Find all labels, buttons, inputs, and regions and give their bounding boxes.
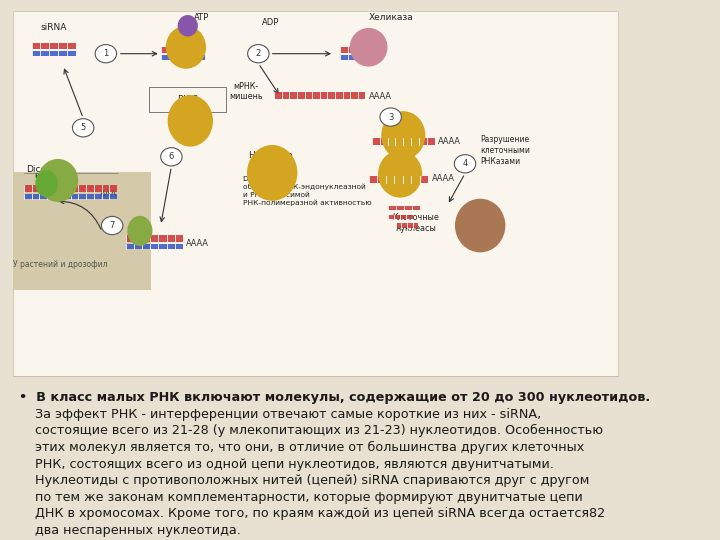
Text: Нуклеотиды с противоположных нитей (цепей) siRNA спариваются друг с другом: Нуклеотиды с противоположных нитей (цепе…: [19, 474, 589, 487]
Text: P: P: [34, 173, 39, 179]
Text: Dicer
обладает РНК-эндонуклеазной
и РНК-зависимой
РНК-полимеразной активностью: Dicer обладает РНК-эндонуклеазной и РНК-…: [243, 176, 372, 206]
Text: 6: 6: [168, 152, 174, 161]
Circle shape: [102, 217, 123, 235]
Bar: [387, 206, 420, 211]
Bar: [24, 185, 117, 192]
Circle shape: [380, 108, 401, 126]
Text: АDP: АDP: [262, 18, 279, 27]
Text: siRNA: siRNA: [41, 23, 68, 32]
FancyBboxPatch shape: [13, 172, 151, 290]
Ellipse shape: [350, 28, 387, 66]
Ellipse shape: [166, 26, 206, 69]
Text: ДНК в хромосомах. Кроме того, по краям каждой из цепей siRNA всегда остается82: ДНК в хромосомах. Кроме того, по краям к…: [19, 508, 605, 521]
Text: Разрушение
клеточными
РНКазами: Разрушение клеточными РНКазами: [480, 135, 530, 166]
Bar: [161, 55, 204, 60]
Ellipse shape: [455, 199, 505, 252]
Text: АААА: АААА: [186, 239, 209, 248]
Ellipse shape: [247, 145, 297, 201]
Bar: [126, 244, 183, 249]
Ellipse shape: [178, 15, 198, 37]
Circle shape: [161, 147, 182, 166]
Text: 1: 1: [103, 49, 109, 58]
Bar: [372, 138, 435, 145]
Text: 3: 3: [388, 112, 393, 122]
Text: АААА: АААА: [438, 137, 461, 146]
Bar: [24, 194, 117, 199]
Text: У растений и дрозофил: У растений и дрозофил: [13, 260, 107, 269]
Text: ААА: ААА: [99, 190, 117, 199]
FancyBboxPatch shape: [13, 11, 618, 376]
Circle shape: [95, 45, 117, 63]
Bar: [341, 47, 381, 53]
Bar: [161, 47, 204, 53]
Text: 4: 4: [462, 159, 468, 168]
Bar: [387, 215, 413, 219]
Text: •  В класс малых РНК включают молекулы, содержащие от 20 до 300 нуклеотидов.: • В класс малых РНК включают молекулы, с…: [19, 391, 650, 404]
Text: этих молекул является то, что они, в отличие от большинства других клеточных: этих молекул является то, что они, в отл…: [19, 441, 584, 454]
Ellipse shape: [378, 150, 422, 198]
Text: Dicer: Dicer: [27, 165, 50, 174]
Bar: [369, 176, 428, 183]
Circle shape: [248, 45, 269, 63]
Text: мРНК-
мишень: мРНК- мишень: [229, 82, 263, 101]
Ellipse shape: [381, 111, 426, 159]
Ellipse shape: [168, 95, 213, 146]
Text: РНК, состоящих всего из одной цепи нуклеотидов, являются двунитчатыми.: РНК, состоящих всего из одной цепи нукле…: [19, 457, 554, 470]
Bar: [396, 224, 418, 228]
Bar: [32, 51, 76, 56]
Text: ATP: ATP: [194, 12, 210, 22]
Text: АААА: АААА: [369, 92, 392, 101]
Text: 5: 5: [81, 123, 86, 132]
Text: За эффект РНК - интерференции отвечают самые короткие из них - siRNA,: За эффект РНК - интерференции отвечают с…: [19, 408, 541, 421]
Text: состоящие всего из 21-28 (у млекопитающих из 21-23) нуклеотидов. Особенностью: состоящие всего из 21-28 (у млекопитающи…: [19, 424, 603, 437]
Text: Хеликаза: Хеликаза: [369, 12, 413, 22]
Text: Клеточные
нуклеасы: Клеточные нуклеасы: [392, 213, 439, 233]
Ellipse shape: [38, 159, 78, 202]
Text: по тем же законам комплементарности, которые формируют двунитчатые цепи: по тем же законам комплементарности, кот…: [19, 491, 582, 504]
Text: АААА: АААА: [432, 174, 454, 183]
Bar: [126, 235, 183, 241]
Ellipse shape: [127, 216, 153, 246]
Circle shape: [73, 119, 94, 137]
Text: 2: 2: [256, 49, 261, 58]
Text: RISC: RISC: [177, 95, 198, 104]
Bar: [341, 55, 381, 60]
Text: два неспаренных нуклеотида.: два неспаренных нуклеотида.: [19, 524, 240, 537]
Circle shape: [454, 154, 476, 173]
Text: Нуклеаза: Нуклеаза: [248, 151, 293, 160]
Text: 7: 7: [109, 221, 115, 230]
Bar: [32, 43, 76, 49]
Ellipse shape: [35, 170, 58, 197]
Bar: [274, 92, 366, 99]
